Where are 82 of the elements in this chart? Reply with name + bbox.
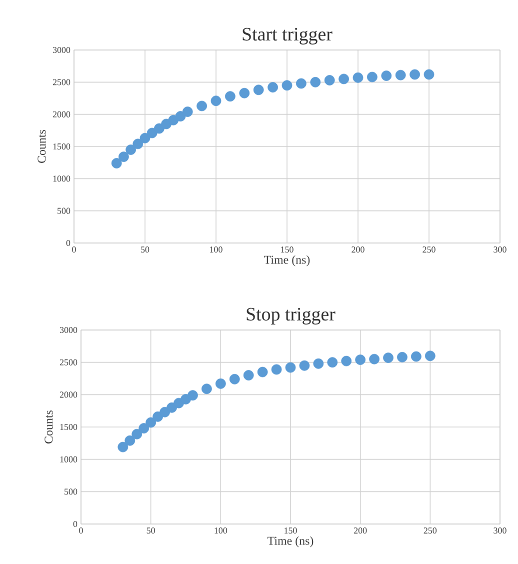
x-tick-label: 100 (214, 528, 228, 534)
point (229, 374, 240, 384)
chart-title: Start trigger (242, 28, 332, 44)
point (146, 417, 156, 428)
point (182, 106, 193, 117)
x-axis-title: Time (ns) (264, 255, 310, 266)
point (424, 69, 434, 80)
point (324, 75, 335, 86)
point (202, 384, 212, 394)
point (253, 84, 264, 96)
point (243, 370, 254, 380)
y-tick-label: 2500 (52, 79, 70, 86)
point (138, 423, 150, 434)
y-tick-label: 0 (66, 240, 70, 246)
y-tick-label: 1000 (60, 456, 78, 462)
point (367, 72, 378, 82)
point (210, 96, 222, 106)
x-tick-label: 100 (210, 246, 222, 253)
point (282, 80, 292, 91)
x-tick-label: 300 (494, 246, 506, 253)
point (296, 78, 306, 89)
point (271, 364, 282, 375)
point (341, 356, 352, 366)
y-tick-label: 1500 (53, 143, 70, 150)
point (338, 74, 350, 84)
point (355, 354, 366, 365)
point (215, 378, 226, 389)
y-tick-label: 2500 (60, 359, 78, 366)
point (410, 69, 420, 80)
point (132, 138, 144, 150)
x-axis-title: Time (ns) (268, 536, 314, 548)
point (310, 76, 321, 88)
point (225, 91, 236, 102)
point (118, 152, 129, 162)
point (118, 442, 128, 452)
point (395, 70, 406, 80)
x-tick-label: 50 (141, 246, 150, 253)
point (146, 128, 158, 138)
point (352, 72, 364, 83)
point (424, 350, 436, 362)
point (126, 144, 136, 155)
point (397, 352, 408, 362)
point (257, 366, 268, 378)
x-tick-label: 0 (79, 528, 83, 534)
y-tick-label: 2000 (60, 392, 78, 398)
y-tick-label: 500 (58, 208, 70, 214)
y-tick-label: 500 (64, 488, 78, 495)
x-tick-label: 250 (424, 528, 437, 534)
y-axis-title: Counts (44, 410, 53, 444)
y-tick-label: 1500 (60, 424, 78, 430)
y-tick-label: 2000 (52, 111, 70, 118)
x-tick-label: 50 (146, 528, 155, 534)
y-axis-title: Counts (38, 130, 46, 163)
point (285, 362, 296, 373)
y-tick-label: 1000 (53, 176, 70, 182)
point (327, 357, 338, 368)
point (188, 390, 198, 401)
x-tick-label: 250 (422, 246, 436, 253)
point (175, 111, 186, 122)
point (111, 158, 122, 168)
point (140, 132, 150, 144)
x-tick-label: 150 (284, 528, 297, 534)
x-tick-label: 300 (494, 528, 506, 534)
chart-title: Stop trigger (246, 308, 336, 324)
x-tick-label: 150 (281, 246, 294, 253)
point (383, 352, 394, 364)
point (299, 360, 310, 371)
y-tick-label: 3000 (60, 326, 78, 334)
point (154, 123, 164, 134)
point (124, 435, 136, 446)
point (132, 428, 142, 440)
x-tick-label: 200 (354, 528, 367, 534)
point (196, 100, 207, 112)
x-tick-label: 200 (352, 246, 364, 253)
point (411, 351, 422, 362)
point (313, 358, 324, 369)
point (369, 354, 380, 364)
point (381, 70, 392, 81)
y-tick-label: 0 (73, 520, 78, 528)
point (268, 82, 278, 93)
y-tick-label: 3000 (52, 46, 70, 54)
point (239, 88, 250, 98)
